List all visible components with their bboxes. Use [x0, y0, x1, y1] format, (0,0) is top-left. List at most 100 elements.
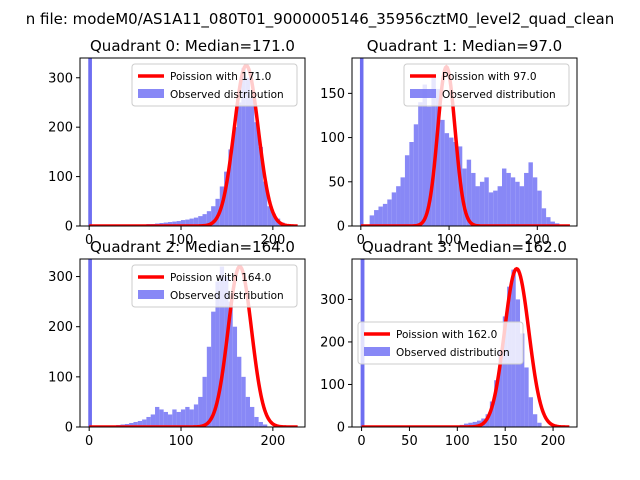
quadrant-1-panel: 0 100 200 0 50 100 150 Quadrant 1: Median=97.0 P…	[320, 37, 578, 248]
hist-bar	[163, 411, 168, 427]
legend: Poission with 97.0 Observed distribution	[403, 63, 570, 107]
hist-bar	[185, 219, 190, 226]
quadrant-3-title: Quadrant 3: Median=162.0	[362, 238, 567, 256]
hist-bar	[211, 206, 216, 226]
hist-bar	[249, 406, 255, 427]
hist-bar	[137, 420, 143, 427]
hist-bar	[498, 350, 503, 427]
hist-bar	[378, 206, 383, 226]
hist-bar	[502, 168, 507, 226]
hist-bar	[532, 177, 538, 226]
hist-bar	[489, 401, 495, 427]
legend-hist-label: Observed distribution	[170, 290, 284, 302]
hist-bar	[502, 316, 508, 427]
hist-bar	[462, 168, 467, 226]
hist-bar	[404, 155, 410, 226]
hist-bar	[413, 124, 419, 226]
hist-bar	[271, 213, 276, 226]
hist-bar	[444, 133, 450, 226]
y-tick-label: 100	[48, 370, 73, 385]
hist-bar	[427, 106, 432, 226]
hist-bar	[193, 404, 199, 427]
hist-bar	[453, 142, 458, 226]
hist-bar	[155, 406, 160, 427]
hist-bar	[237, 356, 242, 427]
hist-bar	[180, 220, 186, 226]
hist-bar	[537, 422, 542, 427]
legend-box	[131, 63, 298, 107]
hist-bar	[267, 206, 272, 226]
hist-bar	[159, 409, 164, 427]
legend: Poission with 171.0 Observed distribution	[131, 63, 298, 107]
hist-bar	[524, 172, 529, 226]
legend-curve-label: Poission with 162.0	[396, 329, 497, 341]
axes-frame	[79, 57, 306, 227]
hist-bar	[515, 181, 520, 226]
x-tick-label: 150	[493, 434, 518, 449]
hist-bar	[449, 137, 454, 226]
hist-bar	[435, 88, 441, 226]
legend-hist-swatch	[138, 89, 164, 98]
y-tick-label: 300	[320, 293, 345, 308]
legend-hist-label: Observed distribution	[396, 347, 510, 359]
hist-bar	[262, 424, 268, 427]
y-tick-label: 100	[48, 170, 73, 185]
x-tick-label: 100	[169, 233, 194, 248]
x-tick-label: 100	[169, 434, 194, 449]
hist-bar	[382, 203, 388, 226]
hist-bar	[471, 172, 476, 226]
hist-bar	[546, 217, 551, 226]
hist-bar	[129, 422, 134, 427]
hist-bar	[142, 419, 147, 427]
hist-bar	[532, 414, 538, 427]
hist-bar	[167, 222, 173, 226]
y-tick-label: 0	[65, 421, 73, 436]
y-tick-label: 200	[320, 335, 345, 350]
legend-box	[357, 321, 524, 365]
hist-bar-outlier	[88, 259, 92, 427]
hist-bar	[488, 192, 494, 226]
hist-bar	[528, 162, 533, 226]
hist-bar	[510, 177, 516, 226]
hist-bar	[189, 218, 194, 226]
hist-bar	[497, 186, 502, 226]
legend-curve-label: Poission with 164.0	[170, 272, 271, 284]
hist-bar	[524, 367, 529, 427]
hist-bar	[146, 416, 151, 427]
hist-bar	[550, 221, 555, 226]
y-tick-label: 100	[320, 378, 345, 393]
hist-bar	[418, 102, 423, 226]
hist-bar	[475, 186, 480, 226]
hist-bar	[254, 122, 259, 226]
x-tick-label: 0	[357, 434, 365, 449]
quadrant-1-title: Quadrant 1: Median=97.0	[367, 37, 562, 55]
quadrant-0-title: Quadrant 0: Median=171.0	[90, 37, 295, 55]
hist-bar-outlier	[359, 58, 364, 226]
legend-hist-swatch	[138, 290, 164, 299]
hist-bar	[409, 142, 414, 226]
legend-hist-label: Observed distribution	[442, 89, 556, 101]
hist-bar	[206, 211, 212, 226]
hist-bar	[172, 221, 177, 226]
legend-hist-label: Observed distribution	[170, 89, 284, 101]
hist-bar	[374, 210, 379, 226]
hist-bar	[520, 333, 525, 427]
hist-bar	[258, 421, 263, 427]
hist-bar-outlier	[88, 58, 92, 226]
hist-bar	[193, 217, 199, 226]
legend: Poission with 162.0 Observed distribution	[357, 321, 524, 365]
y-tick-label: 0	[337, 421, 345, 436]
y-tick-label: 300	[48, 270, 73, 285]
plot-area	[88, 58, 298, 226]
figure-suptitle: n file: modeM0/AS1A11_080T01_9000005146_…	[26, 10, 615, 29]
hist-bar	[493, 190, 498, 226]
poisson-curve	[360, 64, 570, 226]
hist-bar	[245, 77, 250, 226]
hist-bar	[224, 171, 229, 226]
hist-bar	[369, 215, 375, 226]
hist-bar	[228, 149, 233, 226]
hist-bar	[180, 409, 186, 427]
axes-frame	[351, 258, 578, 428]
legend-box	[131, 264, 298, 308]
y-tick-label: 200	[48, 121, 73, 136]
